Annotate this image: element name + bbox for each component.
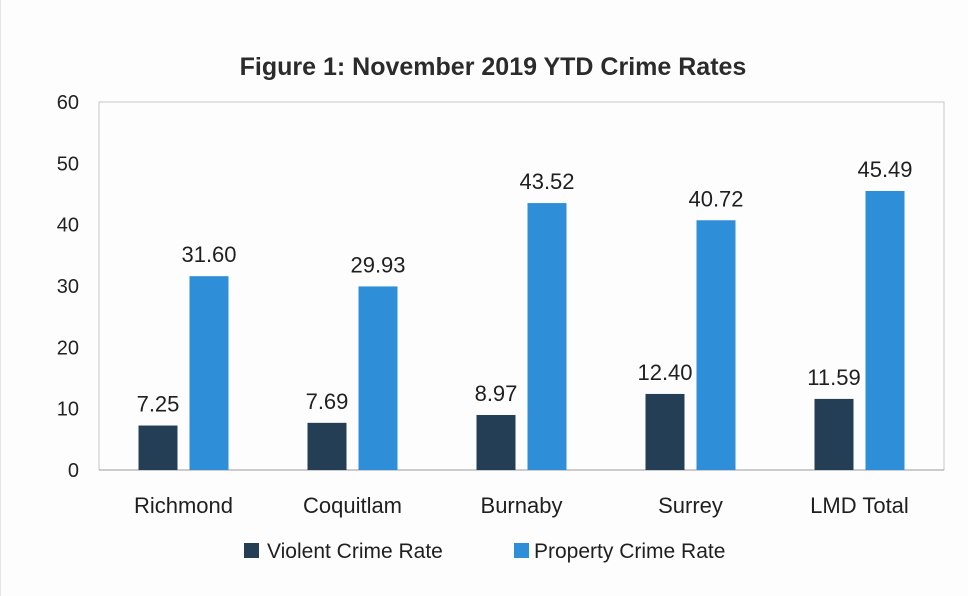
x-tick-label: LMD Total [810,493,909,518]
x-tick-label: Richmond [134,493,233,518]
y-tick-label: 10 [57,399,79,421]
x-tick-label: Coquitlam [303,493,402,518]
legend-swatch-property [514,543,529,558]
property-crime-bar [189,276,229,470]
chart-title: Figure 1: November 2019 YTD Crime Rates [240,53,747,81]
property-crime-bar [865,190,905,470]
property-crime-data-label: 40.72 [688,186,743,211]
violent-crime-bar [138,425,178,470]
property-crime-bar [527,203,567,470]
data-labels-group: 7.25 31.60 7.69 29.93 8.97 43.52 12.40 40.72 11.… [137,157,913,417]
violent-crime-data-label: 7.25 [137,392,180,417]
y-tick-label: 60 [57,92,79,114]
violent-crime-data-label: 12.40 [637,360,692,385]
x-tick-label: Surrey [658,493,723,518]
legend-swatch-violent [244,543,259,558]
property-crime-data-label: 31.60 [181,242,236,267]
violent-crime-data-label: 8.97 [475,381,518,406]
property-crime-data-label: 43.52 [519,169,574,194]
property-crime-bar [696,220,736,470]
violent-crime-bar [814,398,854,470]
legend-label-property: Property Crime Rate [534,540,725,563]
property-crime-bar [358,286,398,470]
y-tick-label: 30 [57,276,79,298]
legend-label-violent: Violent Crime Rate [267,540,443,563]
y-axis: 0 10 20 30 40 50 60 [57,92,79,482]
property-crime-data-label: 29.93 [350,252,405,277]
x-axis: Richmond Coquitlam Burnaby Surrey LMD Total [134,493,909,518]
violent-crime-bar [476,414,516,470]
y-tick-label: 50 [57,153,79,175]
violent-crime-data-label: 7.69 [306,389,349,414]
bars-group [138,190,905,470]
violent-crime-bar [307,422,347,470]
property-crime-data-label: 45.49 [857,157,912,182]
violent-crime-bar [645,393,685,470]
y-tick-label: 40 [57,215,79,237]
y-tick-label: 20 [57,337,79,359]
violent-crime-data-label: 11.59 [807,365,860,390]
legend: Violent Crime Rate Property Crime Rate [244,540,725,563]
x-tick-label: Burnaby [481,493,563,518]
y-tick-label: 0 [68,460,79,482]
